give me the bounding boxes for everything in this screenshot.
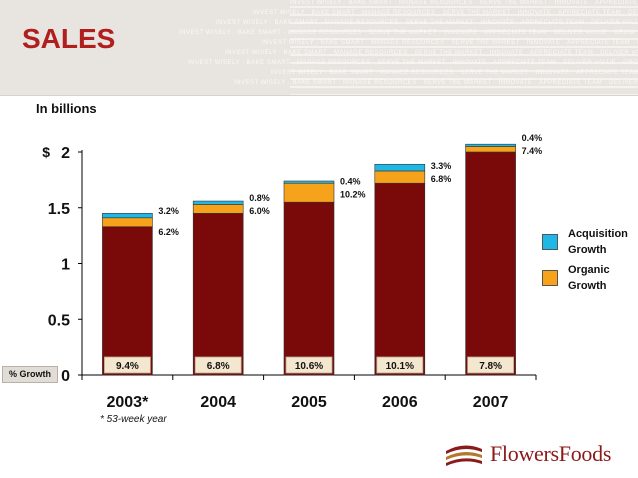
header-texture-line: INVEST WISELY · BAKE SMART · MANAGE RESO… [188, 60, 638, 66]
header-texture-line: INVEST WISELY · BAKE SMART · MANAGE RESO… [234, 80, 638, 86]
x-category-label: 2006 [382, 394, 418, 411]
header-divider [0, 95, 638, 96]
legend-acquisition: Acquisition Growth [542, 226, 638, 258]
bar-acquisition-segment [283, 180, 335, 184]
legend-acquisition-label: Acquisition Growth [568, 228, 628, 256]
x-category-label: 2004 [200, 394, 236, 411]
legend-acquisition-swatch [542, 234, 558, 250]
acquisition-growth-label: 3.2% [158, 206, 179, 216]
header-texture-line: INVEST WISELY · BAKE SMART · MANAGE RESO… [253, 10, 638, 16]
bar-acquisition-segment [192, 200, 244, 205]
x-category-label: 2007 [473, 394, 509, 411]
bar-organic-segment [374, 170, 426, 184]
total-growth-box [376, 356, 424, 374]
header-band: INVEST WISELY · BAKE SMART · MANAGE RESO… [0, 0, 638, 95]
growth-row-label: % Growth [2, 366, 58, 383]
legend-organic-label: Organic Growth [568, 264, 610, 292]
x-category-label: 2003* [106, 394, 149, 411]
y-tick-label: 0.5 [48, 312, 70, 329]
acquisition-growth-label: 0.8% [249, 193, 270, 203]
y-tick-label: 1 [61, 257, 70, 274]
bar-organic-segment [102, 217, 153, 228]
organic-growth-label: 7.4% [522, 146, 543, 156]
total-growth-box [194, 356, 242, 374]
units-label: In billions [36, 101, 97, 116]
organic-growth-label: 6.8% [431, 174, 452, 184]
acquisition-growth-label: 3.3% [431, 161, 452, 171]
x-category-label: 2005 [291, 394, 327, 411]
footnote: * 53-week year [100, 414, 167, 425]
bar-organic-segment [283, 182, 335, 203]
header-texture-line: INVEST WISELY · BAKE SMART · MANAGE RESO… [225, 50, 638, 56]
acquisition-growth-label: 0.4% [522, 133, 543, 143]
acquisition-growth-label: 0.4% [340, 177, 361, 187]
organic-growth-label: 6.2% [158, 227, 179, 237]
header-texture-line: INVEST WISELY · BAKE SMART · MANAGE RESO… [216, 20, 638, 26]
total-growth-label: 10.6% [295, 361, 323, 372]
total-growth-box [467, 356, 515, 374]
bar-acquisition-segment [102, 213, 153, 219]
bar-acquisition-segment [374, 163, 426, 172]
bar-base-segment [374, 182, 426, 376]
logo-text: FlowersFoods [490, 441, 612, 466]
total-growth-label: 6.8% [207, 361, 230, 372]
organic-growth-label: 10.2% [340, 190, 366, 200]
header-texture-line: INVEST WISELY · BAKE SMART · MANAGE RESO… [290, 0, 638, 6]
total-growth-label: 9.4% [116, 361, 139, 372]
company-logo: FlowersFoods [444, 441, 611, 467]
bar-base-segment [192, 213, 244, 376]
slide-title: SALES [22, 23, 116, 54]
bar-base-segment [283, 201, 335, 376]
legend-organic-swatch [542, 270, 558, 286]
y-tick-label: 2 [61, 145, 70, 162]
total-growth-label: 7.8% [479, 361, 502, 372]
legend-organic: Organic Growth [542, 262, 638, 294]
header-texture: INVEST WISELY · BAKE SMART · MANAGE RESO… [179, 0, 638, 95]
logo-mark-icon [446, 445, 482, 466]
total-growth-box [104, 356, 151, 374]
header-texture-line: INVEST WISELY · BAKE SMART · MANAGE RESO… [262, 40, 638, 46]
bar-organic-segment [192, 204, 244, 214]
bar-base-segment [102, 226, 153, 376]
y-currency-prefix: $ [42, 144, 50, 160]
y-tick-label: 0 [61, 368, 70, 385]
total-growth-label: 10.1% [386, 361, 414, 372]
bar-organic-segment [465, 146, 516, 153]
organic-growth-label: 6.0% [249, 206, 270, 216]
bar-acquisition-segment [465, 143, 516, 147]
header-texture-line: INVEST WISELY · BAKE SMART · MANAGE RESO… [271, 70, 638, 76]
total-growth-box [285, 356, 333, 374]
header-texture-line: INVEST WISELY · BAKE SMART · MANAGE RESO… [179, 30, 638, 36]
y-tick-label: 1.5 [48, 201, 70, 218]
bar-base-segment [465, 151, 516, 376]
